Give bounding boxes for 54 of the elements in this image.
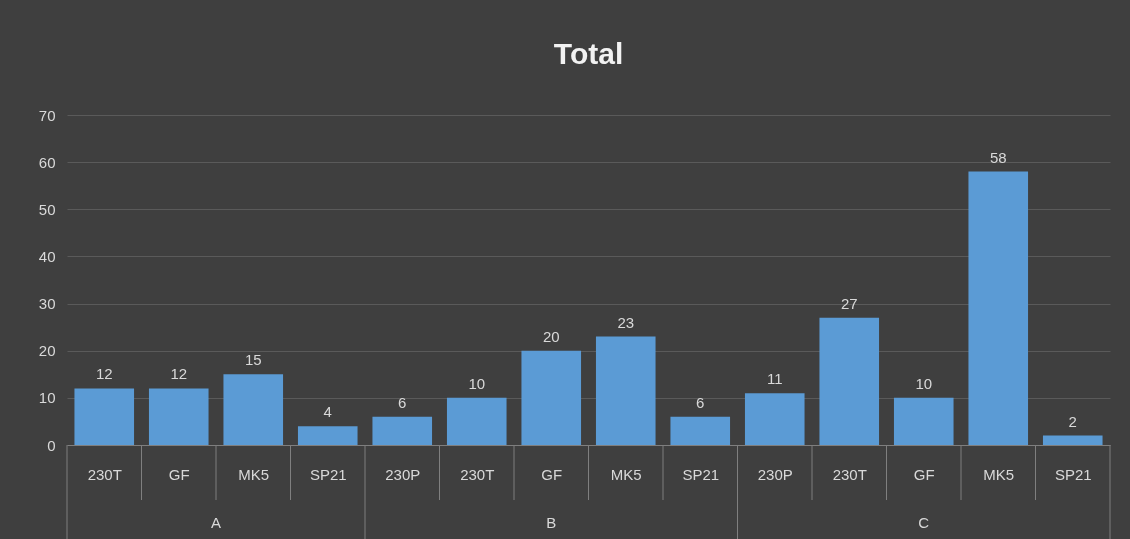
y-tick-label: 30 — [38, 295, 56, 313]
bar — [372, 416, 433, 445]
data-label: 10 — [468, 374, 486, 392]
bar — [297, 426, 358, 445]
data-label: 27 — [840, 294, 858, 312]
bar — [223, 374, 284, 445]
bar — [446, 397, 507, 445]
bar — [74, 388, 135, 445]
bar — [819, 317, 880, 445]
x-tick-label: MK5 — [238, 465, 270, 483]
y-tick-label: 50 — [38, 200, 56, 218]
x-tick-label: 230P — [757, 465, 793, 483]
data-label: 10 — [915, 374, 933, 392]
bar — [670, 416, 731, 445]
text: C — [918, 514, 930, 531]
data-label: 6 — [696, 393, 705, 411]
y-tick-label: 0 — [47, 436, 56, 454]
data-label: 4 — [323, 403, 332, 421]
x-tick-label: SP21 — [1054, 465, 1092, 483]
data-label: 58 — [989, 148, 1007, 166]
x-tick-label: 230T — [87, 465, 122, 483]
x-tick-label: 230T — [832, 465, 867, 483]
bar — [1042, 435, 1103, 445]
data-label: 2 — [1068, 412, 1077, 430]
x-tick-label: 230P — [385, 465, 421, 483]
x-tick-label: MK5 — [983, 465, 1015, 483]
chart-title: Total — [553, 37, 624, 70]
data-label: 20 — [542, 327, 560, 345]
y-tick-label: 70 — [38, 106, 56, 124]
x-tick-label: GF — [913, 465, 935, 483]
data-label: 12 — [170, 365, 188, 383]
bar — [744, 393, 805, 445]
data-label: 11 — [766, 370, 783, 388]
bar — [968, 171, 1029, 445]
x-tick-label: GF — [168, 465, 190, 483]
x-tick-label: GF — [541, 465, 563, 483]
x-tick-label: SP21 — [682, 465, 720, 483]
bar — [893, 397, 954, 445]
data-label: 23 — [617, 313, 635, 331]
x-tick-label: SP21 — [309, 465, 347, 483]
x-tick-label: 230T — [460, 465, 495, 483]
bar — [148, 388, 209, 445]
data-label: 6 — [398, 393, 407, 411]
text: B — [546, 514, 557, 531]
data-label: 12 — [95, 365, 113, 383]
text: A — [210, 514, 222, 531]
y-tick-label: 10 — [38, 389, 56, 407]
bar — [521, 350, 582, 445]
y-tick-label: 40 — [38, 247, 56, 265]
y-tick-label: 60 — [38, 153, 56, 171]
data-label: 15 — [244, 351, 262, 369]
bar — [595, 336, 656, 445]
y-tick-label: 20 — [38, 342, 56, 360]
x-tick-label: MK5 — [610, 465, 642, 483]
